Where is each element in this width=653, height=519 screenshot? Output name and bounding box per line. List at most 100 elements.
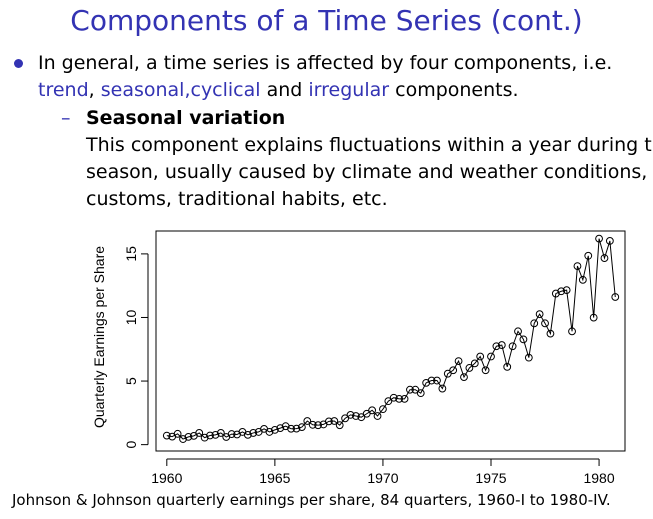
- bullet-text: In general, a time series is affected by…: [38, 50, 612, 104]
- data-point: [605, 237, 614, 245]
- data-point: [227, 430, 236, 438]
- seasonal-cyclical-term: seasonal,cyclical: [100, 79, 261, 101]
- data-point: [530, 319, 539, 328]
- y-tick-label: 10: [123, 309, 139, 325]
- data-point: [249, 429, 258, 437]
- data-point: [276, 424, 285, 433]
- data-point: [265, 428, 274, 436]
- data-point: [179, 435, 187, 443]
- plot-frame: [155, 230, 626, 452]
- data-point: [465, 364, 474, 372]
- data-point: [449, 366, 458, 375]
- x-tick-label: 1975: [475, 470, 506, 486]
- sub-bullet-title: Seasonal variation: [86, 107, 286, 129]
- data-point: [292, 424, 301, 433]
- components-text: components.: [389, 79, 519, 101]
- data-point: [341, 414, 350, 423]
- body-line-1: This component explains fluctuations wit…: [86, 134, 653, 156]
- data-point: [216, 429, 225, 437]
- y-tick-label: 0: [123, 441, 139, 449]
- chart-axes: 1960 1965 1970 1975 1980 0 5 10 15: [123, 246, 615, 486]
- data-point: [335, 421, 344, 430]
- data-point: [584, 251, 593, 260]
- data-point: [297, 423, 306, 431]
- data-point: [573, 262, 582, 270]
- data-point: [595, 234, 603, 243]
- data-point: [287, 424, 295, 433]
- data-point: [411, 385, 420, 394]
- data-point: [443, 369, 452, 378]
- data-point: [162, 431, 171, 440]
- chart-caption: Johnson & Johnson quarterly earnings per…: [12, 491, 611, 509]
- x-tick-label: 1965: [259, 470, 290, 486]
- data-point: [492, 342, 501, 351]
- data-point: [303, 417, 312, 425]
- data-point: [362, 409, 371, 418]
- data-point: [395, 394, 404, 403]
- bullet-dot-icon: [14, 59, 23, 68]
- data-point: [460, 373, 468, 382]
- data-point: [406, 385, 414, 394]
- data-point: [433, 376, 441, 385]
- bullet-line-2: trend, seasonal,cyclical and irregular c…: [38, 77, 612, 104]
- data-point: [400, 394, 409, 403]
- data-point: [551, 289, 560, 298]
- irregular-term: irregular: [308, 79, 390, 101]
- data-point: [524, 353, 533, 362]
- bullet-line-1: In general, a time series is affected by…: [38, 52, 613, 74]
- data-point: [497, 341, 506, 349]
- data-point: [200, 433, 209, 442]
- data-point: [503, 362, 512, 371]
- data-point: [589, 313, 598, 322]
- data-point: [330, 417, 339, 425]
- slide-title: Components of a Time Series (cont.): [70, 4, 583, 37]
- data-point: [206, 431, 214, 440]
- chart-series: [162, 234, 620, 443]
- data-point: [211, 430, 220, 439]
- data-point: [578, 275, 587, 284]
- data-point: [438, 384, 447, 393]
- y-tick-label: 5: [123, 377, 139, 385]
- data-point: [368, 406, 377, 415]
- y-tick-label: 15: [123, 246, 139, 262]
- data-point: [379, 405, 387, 414]
- data-point: [546, 329, 555, 338]
- data-point: [600, 254, 609, 262]
- data-point: [487, 352, 495, 361]
- data-point: [454, 357, 463, 365]
- x-tick-label: 1980: [583, 470, 614, 486]
- x-tick-label: 1960: [151, 470, 182, 486]
- data-point: [470, 359, 479, 368]
- data-point: [243, 430, 252, 439]
- data-point: [314, 421, 322, 430]
- data-point: [308, 420, 317, 429]
- data-point: [508, 342, 517, 351]
- data-point: [568, 327, 576, 336]
- and-text: and: [260, 79, 309, 101]
- data-point: [481, 366, 490, 375]
- data-point: [389, 393, 398, 402]
- data-point: [270, 425, 279, 434]
- data-point: [611, 293, 620, 301]
- x-tick-label: 1970: [367, 470, 398, 486]
- data-point: [416, 389, 425, 398]
- data-point: [557, 287, 566, 296]
- data-point: [519, 335, 528, 344]
- y-axis-label: Quarterly Earnings per Share: [91, 246, 107, 428]
- body-line-2: season, usually caused by climate and we…: [86, 161, 648, 183]
- dash-icon: –: [61, 107, 71, 129]
- comma-text: ,: [88, 79, 101, 101]
- data-point: [541, 319, 549, 328]
- data-point: [384, 397, 393, 406]
- data-point: [422, 378, 431, 387]
- data-point: [173, 429, 182, 438]
- data-point: [346, 410, 355, 419]
- data-point: [325, 417, 333, 426]
- data-point: [357, 413, 366, 422]
- body-line-3: customs, traditional habits, etc.: [86, 188, 388, 210]
- data-point: [476, 352, 485, 361]
- data-point: [184, 432, 193, 441]
- data-point: [514, 327, 522, 336]
- trend-term: trend: [38, 79, 89, 101]
